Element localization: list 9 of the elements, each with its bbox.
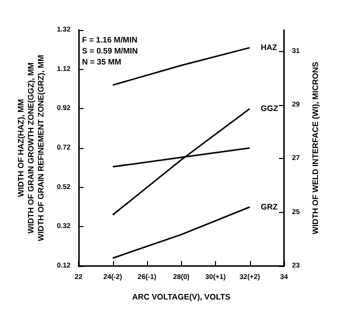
y-axis-title: WIDTH OF HAZ(HAZ), MM WIDTH OF GRAIN GROWTH ZONE(GGZ), MM WIDTH OF GRAIN REFINEMENT ZONE(GRZ), MM xyxy=(16,54,46,242)
series-label: GGZ xyxy=(260,104,278,114)
x-axis-title: ARC VOLTAGE(V), VOLTS xyxy=(132,292,232,302)
y2-axis-title: WIDTH OF WELD INTERFACE (WI), MICRONS xyxy=(311,61,320,234)
series-label: GRZ xyxy=(260,202,278,212)
series-label: HAZ xyxy=(260,43,278,52)
annotation: N = 35 MM xyxy=(82,58,122,66)
annotation: S = 0.59 M/MIN xyxy=(82,46,138,56)
annotation: F = 1.16 M/MIN xyxy=(82,36,138,44)
